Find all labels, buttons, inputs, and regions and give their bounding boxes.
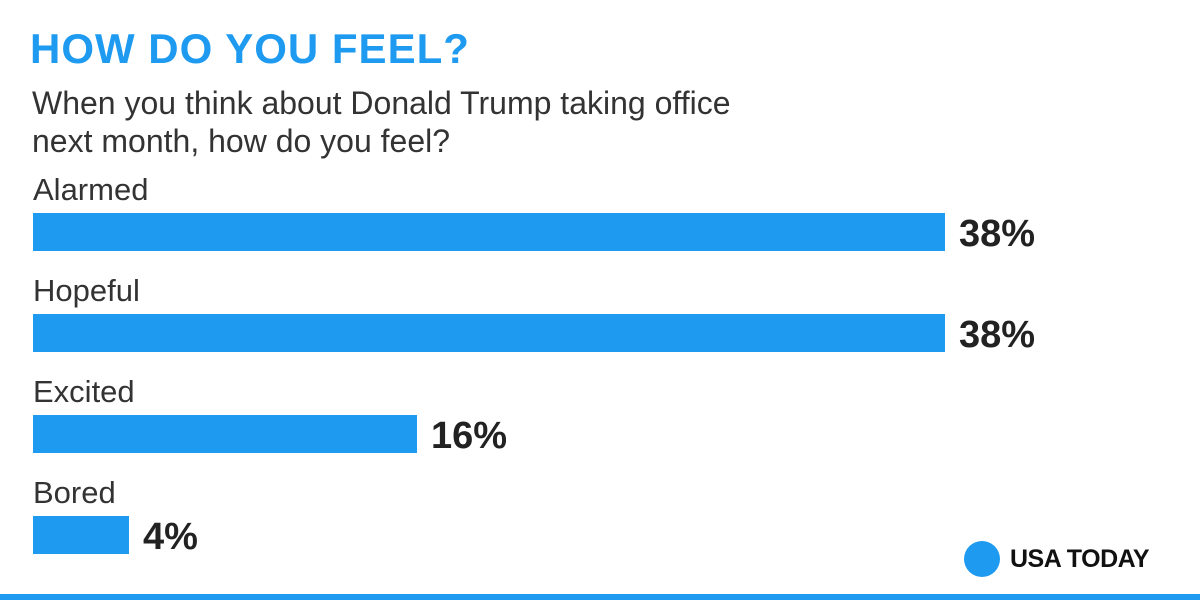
bar bbox=[33, 415, 417, 453]
logo-text: USA TODAY bbox=[1010, 544, 1150, 573]
category-label: Alarmed bbox=[33, 172, 148, 207]
page-title: HOW DO YOU FEEL? bbox=[30, 25, 470, 72]
bar bbox=[33, 516, 129, 554]
chart-subtitle: When you think about Donald Trump taking… bbox=[32, 85, 731, 159]
value-label: 38% bbox=[959, 314, 1035, 356]
value-label: 38% bbox=[959, 213, 1035, 255]
category-label: Hopeful bbox=[33, 273, 140, 308]
category-label: Excited bbox=[33, 374, 135, 409]
usa-today-logo: USA TODAY bbox=[964, 541, 1150, 577]
value-label: 16% bbox=[431, 415, 507, 457]
bottom-rule bbox=[0, 594, 1200, 600]
bar bbox=[33, 314, 945, 352]
value-label: 4% bbox=[143, 516, 198, 558]
circle-logo-icon bbox=[964, 541, 1000, 577]
category-label: Bored bbox=[33, 475, 116, 510]
bar bbox=[33, 213, 945, 251]
